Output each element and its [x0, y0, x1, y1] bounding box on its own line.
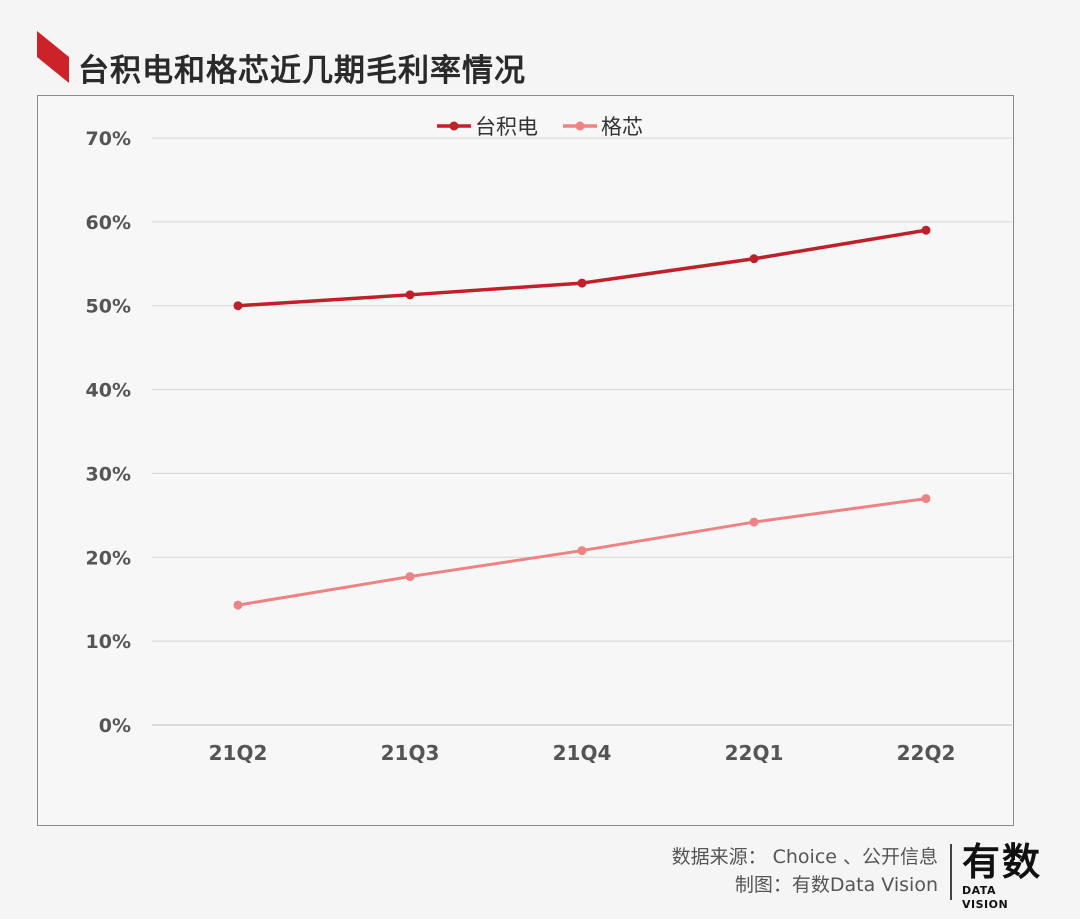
x-tick-label: 21Q2 — [209, 741, 268, 765]
data-point — [577, 546, 587, 556]
chart-title: 台积电和格芯近几期毛利率情况 — [78, 53, 526, 89]
chart-frame — [37, 95, 1014, 826]
legend-swatch-marker — [449, 121, 459, 131]
y-tick-label: 60% — [86, 212, 131, 234]
y-tick-label: 50% — [86, 296, 131, 318]
series-line — [237, 228, 927, 308]
legend-swatch-marker — [575, 121, 585, 131]
data-point — [749, 254, 759, 264]
y-tick-label: 10% — [86, 631, 131, 653]
chart-header: 台积电和格芯近几期毛利率情况 — [0, 0, 1080, 96]
chart-credit: 制图：有数Data Vision — [734, 874, 938, 896]
y-tick-label: 0% — [99, 715, 131, 737]
data-source: 数据来源： Choice 、公开信息 — [671, 846, 938, 868]
logo-main-text: 有数 — [962, 840, 1043, 884]
data-point — [233, 301, 243, 311]
x-tick-label: 21Q4 — [553, 741, 612, 765]
x-tick-label: 21Q3 — [381, 741, 440, 765]
data-point — [749, 517, 759, 527]
footer: 数据来源： Choice 、公开信息 制图：有数Data Vision — [672, 843, 938, 899]
legend-label: 台积电 — [475, 115, 538, 139]
x-tick-label: 22Q2 — [897, 741, 956, 765]
y-tick-label: 70% — [86, 128, 131, 150]
data-point — [405, 290, 415, 300]
footer-divider — [950, 844, 952, 900]
data-point — [921, 494, 931, 504]
legend-label: 格芯 — [601, 115, 643, 139]
brand-logo: 有数 DATA VISION — [962, 840, 1044, 911]
logo-sub-text: DATA VISION — [962, 884, 1009, 911]
data-point — [405, 572, 415, 582]
data-point — [921, 225, 931, 235]
data-point — [577, 278, 587, 288]
y-tick-label: 20% — [86, 547, 131, 569]
data-point — [233, 600, 243, 610]
title-accent-icon — [37, 31, 69, 83]
y-tick-label: 30% — [86, 463, 131, 485]
y-tick-label: 40% — [86, 380, 131, 402]
x-tick-label: 22Q1 — [725, 741, 784, 765]
